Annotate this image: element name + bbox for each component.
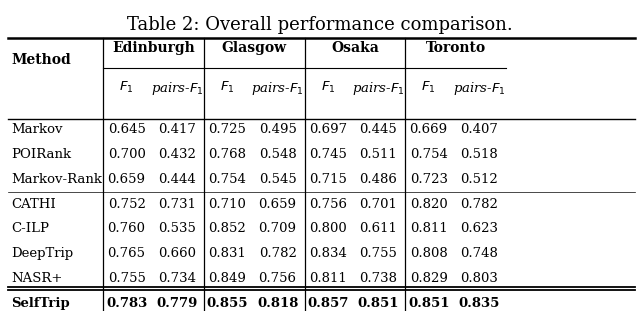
Text: 0.659: 0.659: [108, 173, 146, 186]
Text: 0.700: 0.700: [108, 148, 145, 161]
Text: $F_1$: $F_1$: [421, 80, 436, 95]
Text: NASR+: NASR+: [11, 272, 62, 285]
Text: 0.754: 0.754: [209, 173, 246, 186]
Text: pairs-$F_1$: pairs-$F_1$: [150, 80, 204, 97]
Text: 0.535: 0.535: [158, 222, 196, 235]
Text: 0.783: 0.783: [106, 297, 147, 309]
Text: 0.849: 0.849: [209, 272, 246, 285]
Text: 0.855: 0.855: [207, 297, 248, 309]
Text: 0.820: 0.820: [410, 197, 447, 211]
Text: 0.782: 0.782: [259, 247, 296, 260]
Text: 0.495: 0.495: [259, 123, 296, 136]
Text: Method: Method: [11, 53, 70, 67]
Text: 0.512: 0.512: [460, 173, 498, 186]
Text: 0.734: 0.734: [158, 272, 196, 285]
Text: 0.407: 0.407: [460, 123, 498, 136]
Text: pairs-$F_1$: pairs-$F_1$: [352, 80, 404, 97]
Text: 0.782: 0.782: [460, 197, 498, 211]
Text: 0.755: 0.755: [360, 247, 397, 260]
Text: $F_1$: $F_1$: [321, 80, 335, 95]
Text: 0.511: 0.511: [360, 148, 397, 161]
Text: 0.779: 0.779: [156, 297, 198, 309]
Text: 0.834: 0.834: [309, 247, 347, 260]
Text: 0.851: 0.851: [408, 297, 449, 309]
Text: 0.756: 0.756: [259, 272, 296, 285]
Text: 0.444: 0.444: [158, 173, 196, 186]
Text: POIRank: POIRank: [11, 148, 71, 161]
Text: 0.818: 0.818: [257, 297, 298, 309]
Text: 0.768: 0.768: [208, 148, 246, 161]
Text: CATHI: CATHI: [11, 197, 56, 211]
Text: 0.754: 0.754: [410, 148, 447, 161]
Text: C-ILP: C-ILP: [11, 222, 49, 235]
Text: 0.831: 0.831: [209, 247, 246, 260]
Text: 0.760: 0.760: [108, 222, 146, 235]
Text: 0.811: 0.811: [309, 272, 347, 285]
Text: SelfTrip: SelfTrip: [11, 297, 70, 309]
Text: Markov: Markov: [11, 123, 63, 136]
Text: 0.745: 0.745: [309, 148, 347, 161]
Text: 0.669: 0.669: [410, 123, 448, 136]
Text: 0.851: 0.851: [358, 297, 399, 309]
Text: 0.432: 0.432: [158, 148, 196, 161]
Text: 0.697: 0.697: [309, 123, 347, 136]
Text: 0.709: 0.709: [259, 222, 296, 235]
Text: 0.811: 0.811: [410, 222, 447, 235]
Text: DeepTrip: DeepTrip: [11, 247, 73, 260]
Text: pairs-$F_1$: pairs-$F_1$: [251, 80, 304, 97]
Text: 0.659: 0.659: [259, 197, 296, 211]
Text: 0.829: 0.829: [410, 272, 447, 285]
Text: 0.752: 0.752: [108, 197, 145, 211]
Text: 0.701: 0.701: [360, 197, 397, 211]
Text: 0.548: 0.548: [259, 148, 296, 161]
Text: 0.545: 0.545: [259, 173, 296, 186]
Text: 0.417: 0.417: [158, 123, 196, 136]
Text: 0.835: 0.835: [458, 297, 500, 309]
Text: 0.765: 0.765: [108, 247, 146, 260]
Text: 0.486: 0.486: [360, 173, 397, 186]
Text: Toronto: Toronto: [426, 41, 486, 55]
Text: 0.725: 0.725: [209, 123, 246, 136]
Text: 0.623: 0.623: [460, 222, 498, 235]
Text: pairs-$F_1$: pairs-$F_1$: [452, 80, 506, 97]
Text: 0.803: 0.803: [460, 272, 498, 285]
Text: Glasgow: Glasgow: [222, 41, 287, 55]
Text: 0.755: 0.755: [108, 272, 145, 285]
Text: 0.748: 0.748: [460, 247, 498, 260]
Text: 0.731: 0.731: [158, 197, 196, 211]
Text: 0.857: 0.857: [307, 297, 349, 309]
Text: 0.710: 0.710: [209, 197, 246, 211]
Text: Table 2: Overall performance comparison.: Table 2: Overall performance comparison.: [127, 16, 513, 34]
Text: 0.808: 0.808: [410, 247, 447, 260]
Text: 0.611: 0.611: [360, 222, 397, 235]
Text: Edinburgh: Edinburgh: [112, 41, 195, 55]
Text: 0.723: 0.723: [410, 173, 447, 186]
Text: 0.852: 0.852: [209, 222, 246, 235]
Text: 0.445: 0.445: [360, 123, 397, 136]
Text: $F_1$: $F_1$: [119, 80, 134, 95]
Text: Markov-Rank: Markov-Rank: [11, 173, 102, 186]
Text: 0.800: 0.800: [309, 222, 347, 235]
Text: 0.756: 0.756: [309, 197, 347, 211]
Text: $F_1$: $F_1$: [220, 80, 235, 95]
Text: 0.715: 0.715: [309, 173, 347, 186]
Text: 0.518: 0.518: [460, 148, 498, 161]
Text: 0.660: 0.660: [158, 247, 196, 260]
Text: Osaka: Osaka: [331, 41, 379, 55]
Text: 0.645: 0.645: [108, 123, 145, 136]
Text: 0.738: 0.738: [359, 272, 397, 285]
